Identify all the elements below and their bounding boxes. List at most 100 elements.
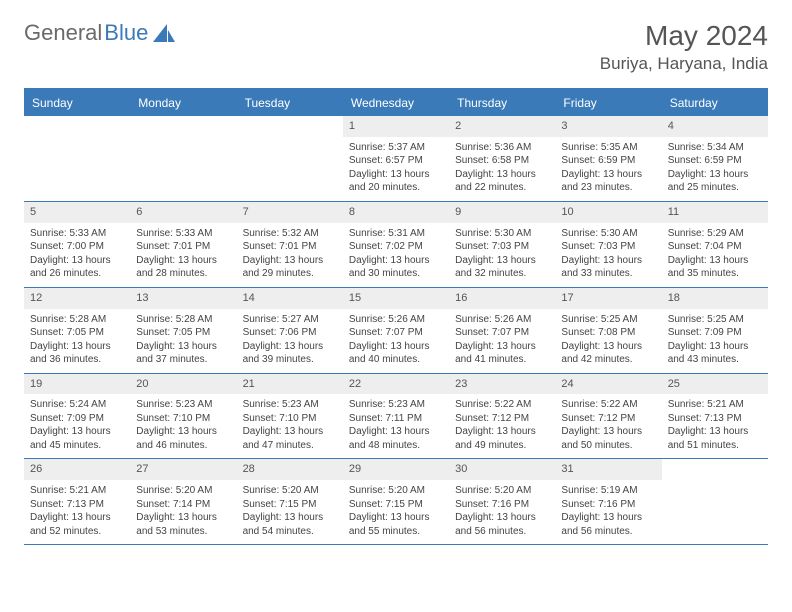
daylight2-text: and 47 minutes. — [243, 439, 337, 453]
daylight2-text: and 30 minutes. — [349, 267, 443, 281]
day-number — [130, 116, 236, 137]
daylight1-text: Daylight: 13 hours — [30, 425, 124, 439]
week-row: 12Sunrise: 5:28 AMSunset: 7:05 PMDayligh… — [24, 288, 768, 374]
daylight1-text: Daylight: 13 hours — [243, 340, 337, 354]
sunrise-text: Sunrise: 5:35 AM — [561, 141, 655, 155]
daylight2-text: and 35 minutes. — [668, 267, 762, 281]
calendar-cell: 1Sunrise: 5:37 AMSunset: 6:57 PMDaylight… — [343, 116, 449, 201]
sunrise-text: Sunrise: 5:22 AM — [455, 398, 549, 412]
daylight1-text: Daylight: 13 hours — [561, 511, 655, 525]
sunrise-text: Sunrise: 5:37 AM — [349, 141, 443, 155]
week-row: 1Sunrise: 5:37 AMSunset: 6:57 PMDaylight… — [24, 116, 768, 202]
daylight2-text: and 46 minutes. — [136, 439, 230, 453]
day-number: 27 — [130, 459, 236, 480]
daylight2-text: and 45 minutes. — [30, 439, 124, 453]
sunrise-text: Sunrise: 5:30 AM — [455, 227, 549, 241]
day-number: 5 — [24, 202, 130, 223]
sunset-text: Sunset: 7:15 PM — [243, 498, 337, 512]
day-number: 9 — [449, 202, 555, 223]
sunset-text: Sunset: 7:08 PM — [561, 326, 655, 340]
sunset-text: Sunset: 7:12 PM — [561, 412, 655, 426]
title-block: May 2024 Buriya, Haryana, India — [600, 20, 768, 74]
calendar-cell: 8Sunrise: 5:31 AMSunset: 7:02 PMDaylight… — [343, 202, 449, 287]
calendar-cell: 7Sunrise: 5:32 AMSunset: 7:01 PMDaylight… — [237, 202, 343, 287]
calendar-cell: 17Sunrise: 5:25 AMSunset: 7:08 PMDayligh… — [555, 288, 661, 373]
sunset-text: Sunset: 7:09 PM — [668, 326, 762, 340]
day-number: 29 — [343, 459, 449, 480]
calendar-cell: 23Sunrise: 5:22 AMSunset: 7:12 PMDayligh… — [449, 374, 555, 459]
sunset-text: Sunset: 7:04 PM — [668, 240, 762, 254]
day-number: 20 — [130, 374, 236, 395]
daylight1-text: Daylight: 13 hours — [668, 254, 762, 268]
sunset-text: Sunset: 7:13 PM — [668, 412, 762, 426]
daylight1-text: Daylight: 13 hours — [668, 425, 762, 439]
day-number: 17 — [555, 288, 661, 309]
daylight2-text: and 42 minutes. — [561, 353, 655, 367]
day-number: 24 — [555, 374, 661, 395]
sunset-text: Sunset: 7:12 PM — [455, 412, 549, 426]
logo-text-1: General — [24, 20, 102, 46]
daylight1-text: Daylight: 13 hours — [30, 511, 124, 525]
calendar: Sunday Monday Tuesday Wednesday Thursday… — [24, 88, 768, 545]
calendar-cell — [24, 116, 130, 201]
daylight1-text: Daylight: 13 hours — [455, 511, 549, 525]
sunrise-text: Sunrise: 5:36 AM — [455, 141, 549, 155]
daylight2-text: and 43 minutes. — [668, 353, 762, 367]
day-number: 22 — [343, 374, 449, 395]
day-header-tue: Tuesday — [237, 90, 343, 116]
logo: GeneralBlue — [24, 20, 175, 46]
calendar-cell — [130, 116, 236, 201]
sunset-text: Sunset: 7:01 PM — [243, 240, 337, 254]
daylight2-text: and 22 minutes. — [455, 181, 549, 195]
calendar-cell: 10Sunrise: 5:30 AMSunset: 7:03 PMDayligh… — [555, 202, 661, 287]
sunset-text: Sunset: 7:15 PM — [349, 498, 443, 512]
day-number: 8 — [343, 202, 449, 223]
calendar-cell: 30Sunrise: 5:20 AMSunset: 7:16 PMDayligh… — [449, 459, 555, 544]
sunrise-text: Sunrise: 5:22 AM — [561, 398, 655, 412]
calendar-cell — [662, 459, 768, 544]
sunrise-text: Sunrise: 5:20 AM — [455, 484, 549, 498]
logo-text-2: Blue — [104, 20, 148, 46]
sunset-text: Sunset: 7:03 PM — [561, 240, 655, 254]
day-number: 26 — [24, 459, 130, 480]
calendar-cell: 29Sunrise: 5:20 AMSunset: 7:15 PMDayligh… — [343, 459, 449, 544]
calendar-cell: 12Sunrise: 5:28 AMSunset: 7:05 PMDayligh… — [24, 288, 130, 373]
daylight1-text: Daylight: 13 hours — [349, 511, 443, 525]
daylight1-text: Daylight: 13 hours — [349, 340, 443, 354]
daylight1-text: Daylight: 13 hours — [349, 168, 443, 182]
daylight2-text: and 50 minutes. — [561, 439, 655, 453]
day-header-fri: Friday — [555, 90, 661, 116]
daylight2-text: and 36 minutes. — [30, 353, 124, 367]
calendar-cell: 14Sunrise: 5:27 AMSunset: 7:06 PMDayligh… — [237, 288, 343, 373]
daylight2-text: and 26 minutes. — [30, 267, 124, 281]
day-number: 4 — [662, 116, 768, 137]
daylight2-text: and 20 minutes. — [349, 181, 443, 195]
sunrise-text: Sunrise: 5:20 AM — [136, 484, 230, 498]
daylight2-text: and 37 minutes. — [136, 353, 230, 367]
day-header-row: Sunday Monday Tuesday Wednesday Thursday… — [24, 90, 768, 116]
daylight1-text: Daylight: 13 hours — [243, 254, 337, 268]
sunrise-text: Sunrise: 5:21 AM — [668, 398, 762, 412]
daylight1-text: Daylight: 13 hours — [349, 254, 443, 268]
day-number: 25 — [662, 374, 768, 395]
calendar-cell: 22Sunrise: 5:23 AMSunset: 7:11 PMDayligh… — [343, 374, 449, 459]
calendar-cell: 21Sunrise: 5:23 AMSunset: 7:10 PMDayligh… — [237, 374, 343, 459]
sunrise-text: Sunrise: 5:34 AM — [668, 141, 762, 155]
day-number: 16 — [449, 288, 555, 309]
daylight2-text: and 33 minutes. — [561, 267, 655, 281]
sunrise-text: Sunrise: 5:30 AM — [561, 227, 655, 241]
day-number — [237, 116, 343, 137]
sunset-text: Sunset: 7:01 PM — [136, 240, 230, 254]
sunset-text: Sunset: 7:16 PM — [561, 498, 655, 512]
day-header-sat: Saturday — [662, 90, 768, 116]
daylight1-text: Daylight: 13 hours — [455, 340, 549, 354]
calendar-cell: 5Sunrise: 5:33 AMSunset: 7:00 PMDaylight… — [24, 202, 130, 287]
calendar-cell: 4Sunrise: 5:34 AMSunset: 6:59 PMDaylight… — [662, 116, 768, 201]
sunset-text: Sunset: 7:09 PM — [30, 412, 124, 426]
sunrise-text: Sunrise: 5:33 AM — [136, 227, 230, 241]
sunset-text: Sunset: 7:02 PM — [349, 240, 443, 254]
daylight1-text: Daylight: 13 hours — [455, 254, 549, 268]
daylight1-text: Daylight: 13 hours — [455, 168, 549, 182]
logo-sail-icon — [153, 24, 175, 42]
sunrise-text: Sunrise: 5:26 AM — [349, 313, 443, 327]
